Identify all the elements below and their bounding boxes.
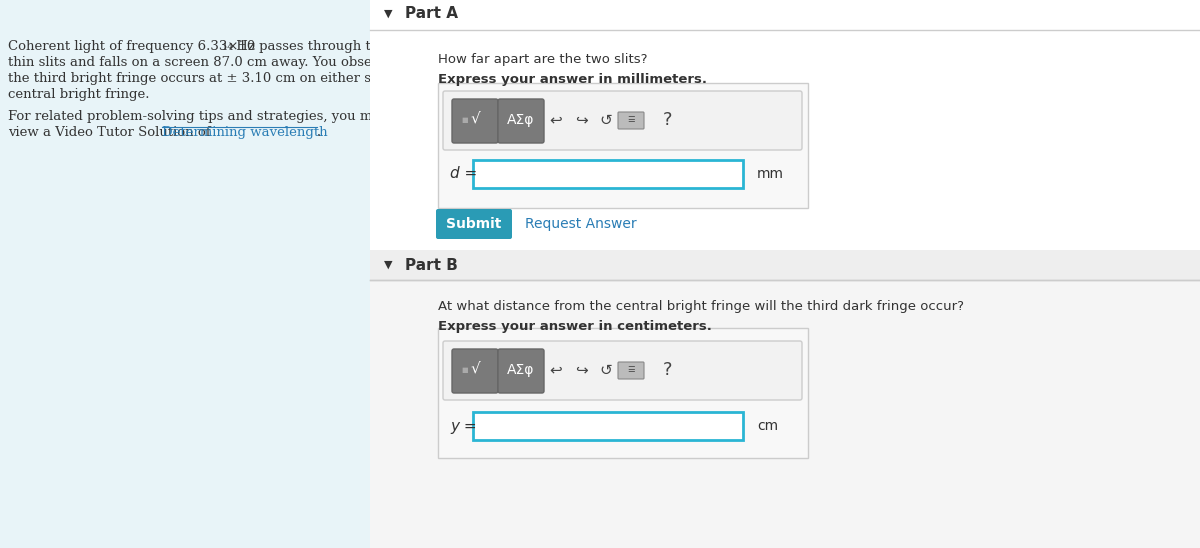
Text: Coherent light of frequency 6.33×10: Coherent light of frequency 6.33×10	[8, 40, 256, 53]
FancyBboxPatch shape	[452, 99, 498, 143]
Text: √: √	[470, 361, 481, 375]
FancyBboxPatch shape	[618, 112, 644, 129]
FancyBboxPatch shape	[618, 362, 644, 379]
Text: ☰: ☰	[628, 366, 635, 374]
FancyBboxPatch shape	[438, 83, 808, 208]
Text: How far apart are the two slits?: How far apart are the two slits?	[438, 53, 648, 66]
FancyBboxPatch shape	[473, 160, 743, 188]
Text: central bright fringe.: central bright fringe.	[8, 88, 150, 101]
Text: thin slits and falls on a screen 87.0 cm away. You observe that: thin slits and falls on a screen 87.0 cm…	[8, 56, 425, 69]
FancyBboxPatch shape	[370, 250, 1200, 280]
Text: d =: d =	[450, 167, 478, 181]
Text: 14: 14	[222, 43, 234, 52]
Text: cm: cm	[757, 419, 778, 433]
Text: Hz passes through two: Hz passes through two	[232, 40, 390, 53]
Text: .: .	[317, 126, 322, 139]
Text: AΣφ: AΣφ	[508, 113, 535, 127]
Text: Express your answer in centimeters.: Express your answer in centimeters.	[438, 320, 712, 333]
FancyBboxPatch shape	[498, 99, 544, 143]
Text: the third bright fringe occurs at ± 3.10 cm on either side of the: the third bright fringe occurs at ± 3.10…	[8, 72, 434, 85]
Text: ↩: ↩	[550, 362, 563, 378]
Text: ▼: ▼	[384, 260, 392, 270]
Text: Part A: Part A	[406, 7, 458, 21]
FancyBboxPatch shape	[452, 349, 498, 393]
FancyBboxPatch shape	[498, 349, 544, 393]
Text: Part B: Part B	[406, 258, 458, 272]
Text: √: √	[470, 111, 481, 125]
Text: ↩: ↩	[550, 112, 563, 128]
FancyBboxPatch shape	[370, 30, 1200, 280]
FancyBboxPatch shape	[473, 412, 743, 440]
Text: ↪: ↪	[575, 362, 587, 378]
FancyBboxPatch shape	[443, 91, 802, 150]
FancyBboxPatch shape	[370, 0, 1200, 548]
FancyBboxPatch shape	[0, 0, 370, 548]
Text: ↺: ↺	[600, 112, 612, 128]
Text: y =: y =	[450, 419, 476, 433]
Text: For related problem-solving tips and strategies, you may want to: For related problem-solving tips and str…	[8, 110, 443, 123]
Text: Express your answer in millimeters.: Express your answer in millimeters.	[438, 73, 707, 86]
Text: ↪: ↪	[575, 112, 587, 128]
FancyBboxPatch shape	[436, 209, 512, 239]
Text: ↺: ↺	[600, 362, 612, 378]
FancyBboxPatch shape	[438, 328, 808, 458]
Text: At what distance from the central bright fringe will the third dark fringe occur: At what distance from the central bright…	[438, 300, 964, 313]
Text: ?: ?	[662, 111, 672, 129]
Text: mm: mm	[757, 167, 784, 181]
Text: ■: ■	[461, 367, 468, 373]
Text: ■: ■	[461, 117, 468, 123]
Text: ▼: ▼	[384, 9, 392, 19]
FancyBboxPatch shape	[443, 341, 802, 400]
Text: Determining wavelength: Determining wavelength	[162, 126, 328, 139]
Text: Request Answer: Request Answer	[526, 217, 637, 231]
Text: Submit: Submit	[446, 217, 502, 231]
FancyBboxPatch shape	[370, 0, 1200, 30]
Text: ?: ?	[662, 361, 672, 379]
Text: view a Video Tutor Solution of: view a Video Tutor Solution of	[8, 126, 215, 139]
Text: ☰: ☰	[628, 116, 635, 124]
FancyBboxPatch shape	[370, 280, 1200, 548]
Text: AΣφ: AΣφ	[508, 363, 535, 377]
